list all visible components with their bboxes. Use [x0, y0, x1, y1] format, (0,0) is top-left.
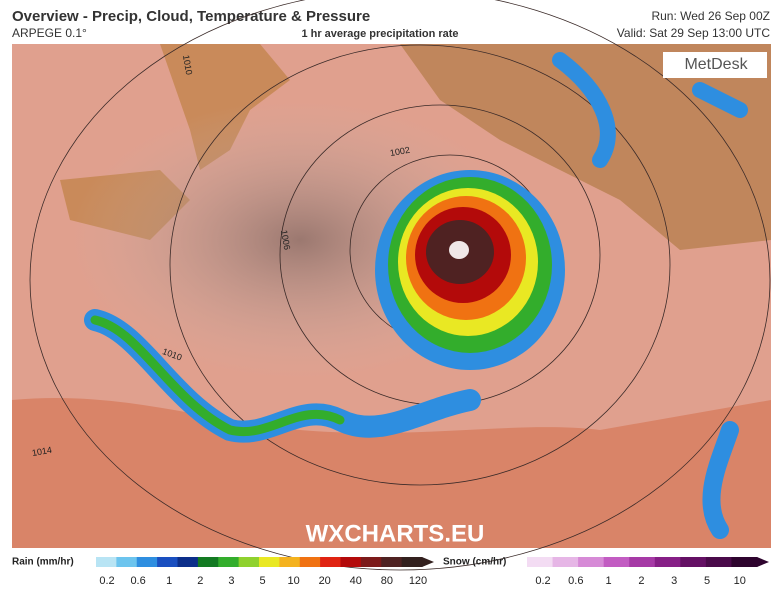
rain-tick-label: 2	[197, 575, 203, 587]
snow-arrow	[757, 557, 769, 567]
rain-swatch	[116, 557, 138, 567]
isobar-label: 1002	[389, 145, 410, 158]
rain-swatch	[238, 557, 260, 567]
run-time: Run: Wed 26 Sep 00Z	[651, 9, 770, 23]
rain-tick-label: 0.6	[130, 575, 145, 587]
snow-swatch	[603, 557, 630, 567]
land-africa	[12, 397, 771, 548]
rain-swatch	[320, 557, 341, 567]
subtitle: 1 hr average precipitation rate	[301, 28, 458, 40]
rain-title: Rain (mm/hr)	[12, 557, 74, 568]
rain-swatch	[381, 557, 403, 567]
valid-time: Valid: Sat 29 Sep 13:00 UTC	[617, 26, 771, 40]
rain-tick-label: 40	[350, 575, 362, 587]
isobar-label: 1006	[279, 229, 292, 250]
snow-tick-label: 5	[704, 575, 710, 587]
snow-tick-label: 10	[734, 575, 746, 587]
snow-tick-label: 3	[671, 575, 677, 587]
snow-swatch	[527, 557, 554, 567]
model: ARPEGE 0.1°	[12, 26, 87, 40]
rain-tick-label: 3	[228, 575, 234, 587]
rain-swatch	[360, 557, 382, 567]
brand-box	[663, 52, 767, 78]
title: Overview - Precip, Cloud, Temperature & …	[12, 8, 370, 25]
rain-tick-label: 0.2	[99, 575, 114, 587]
snow-swatch	[705, 557, 732, 567]
rain-swatch	[340, 557, 362, 567]
snow-swatch	[629, 557, 656, 567]
rain-tick-label: 120	[409, 575, 427, 587]
storm	[84, 52, 748, 539]
rain-tick-label: 1	[166, 575, 172, 587]
snow-tick-label: 2	[638, 575, 644, 587]
rain-swatch	[136, 557, 158, 567]
snow-tick-label: 0.2	[535, 575, 550, 587]
brand: MetDesk	[684, 56, 748, 73]
rain-swatch	[157, 557, 178, 567]
rain-swatch	[259, 557, 280, 567]
rain-arrow	[422, 557, 434, 567]
snow-swatch	[578, 557, 605, 567]
land-greece	[400, 44, 771, 250]
rain-swatch	[299, 557, 321, 567]
legend: Rain (mm/hr) Snow (cm/hr) 0.2 0.6 1 2 3 5 10 20…	[12, 557, 769, 587]
snow-swatch	[552, 557, 579, 567]
snow-title: Snow (cm/hr)	[443, 557, 506, 568]
rain-swatch	[401, 557, 423, 567]
rain-swatch	[197, 557, 219, 567]
snow-tick-label: 0.6	[568, 575, 583, 587]
rain-swatch	[218, 557, 240, 567]
rain-tick-label: 10	[287, 575, 299, 587]
rain-tick-label: 80	[381, 575, 393, 587]
rain-swatch	[177, 557, 199, 567]
rain-tick-label: 5	[259, 575, 265, 587]
snow-swatch	[731, 557, 758, 567]
snow-tick-label: 1	[606, 575, 612, 587]
rain-swatch	[279, 557, 301, 567]
rain-swatch	[96, 557, 117, 567]
snow-swatch	[654, 557, 681, 567]
isobar-label: 1014	[31, 445, 52, 458]
rain-tick-label: 20	[319, 575, 331, 587]
isobar-label: 1010	[181, 54, 194, 75]
watermark: WXCHARTS.EU	[306, 520, 485, 547]
snow-swatch	[680, 557, 707, 567]
